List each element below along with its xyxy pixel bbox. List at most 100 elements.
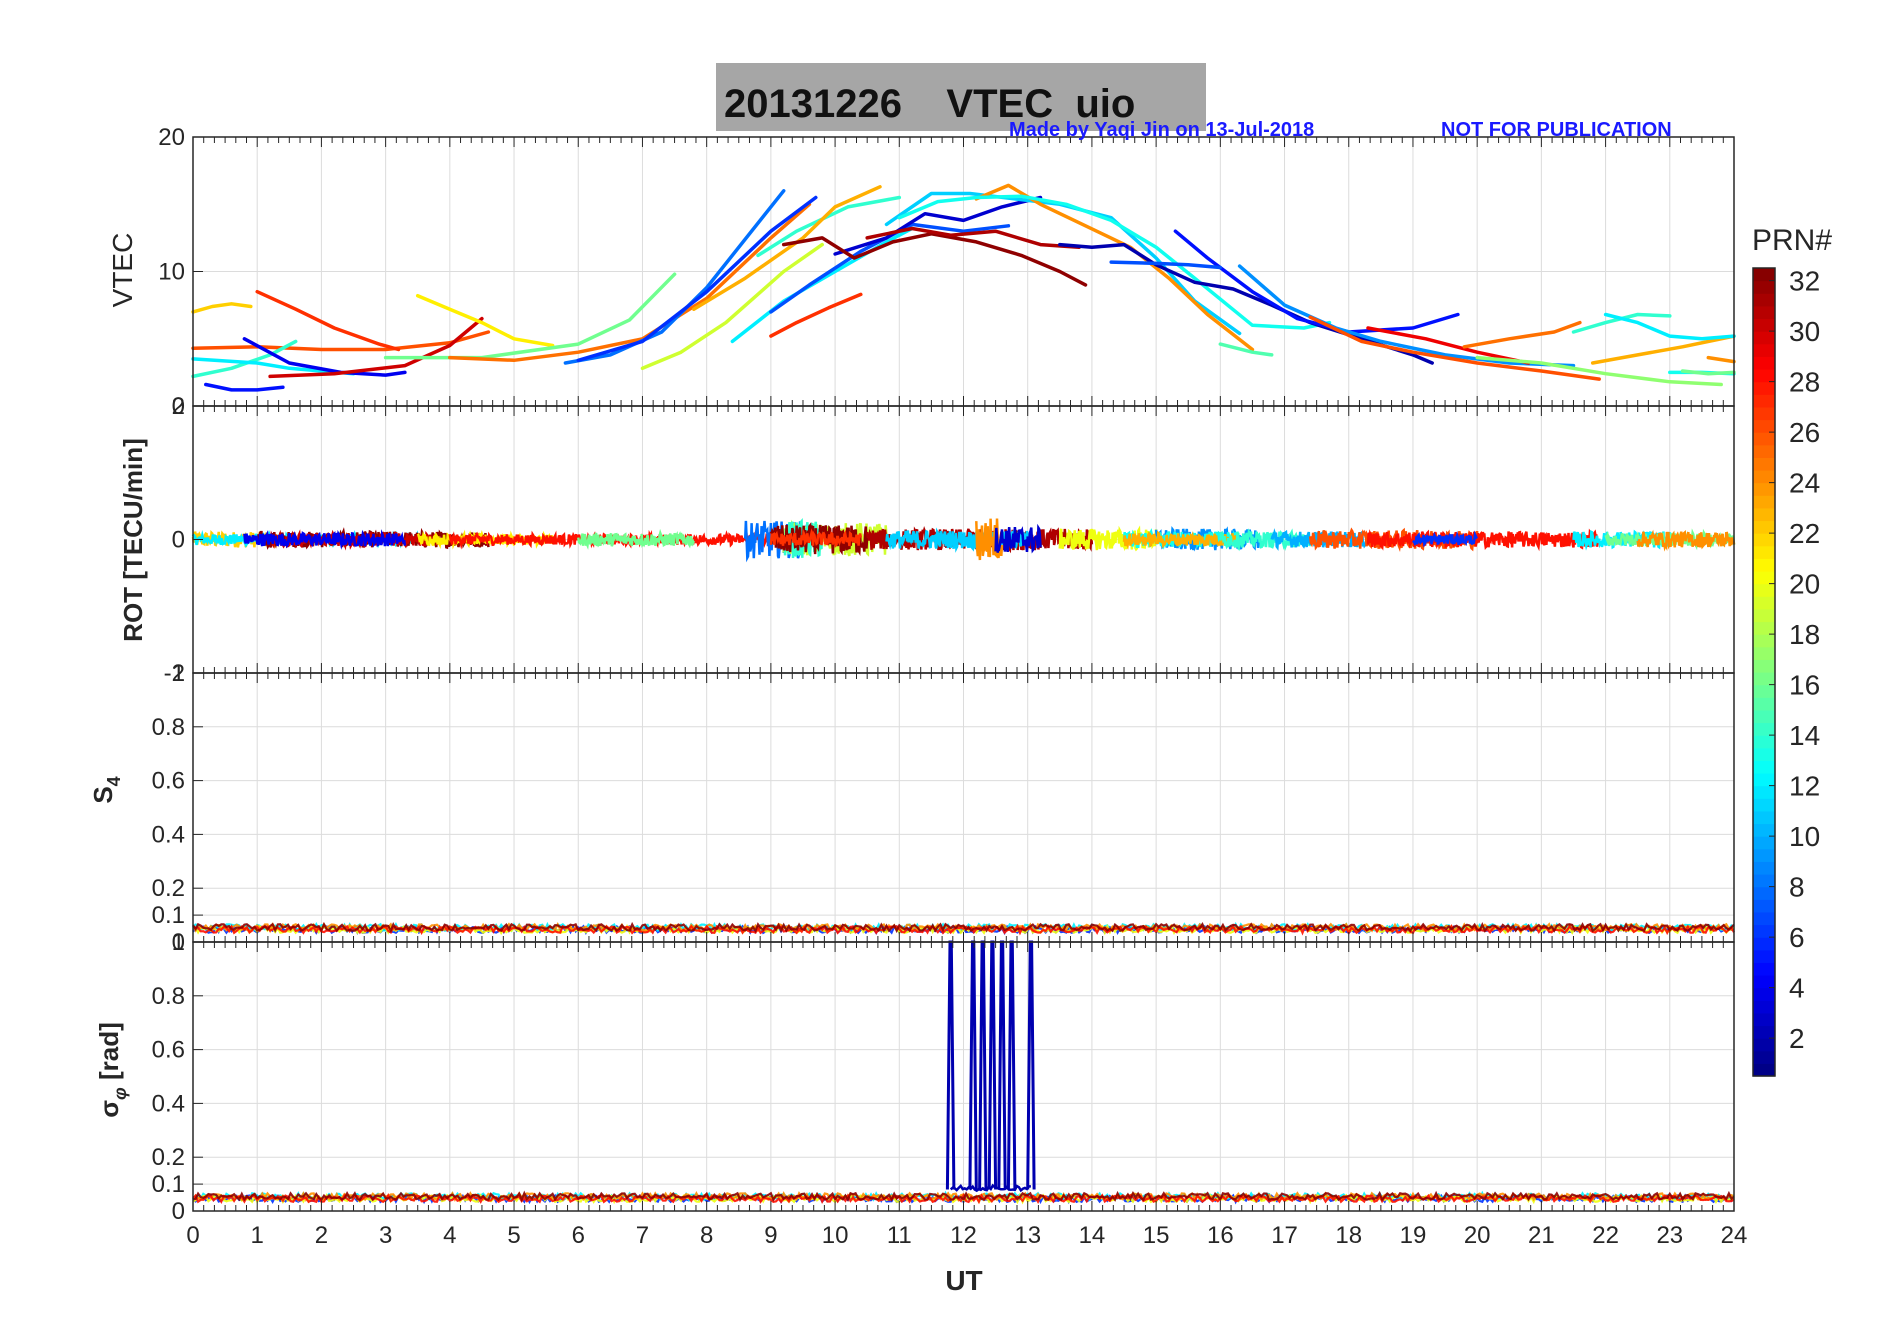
colorbar-swatch <box>1753 646 1775 660</box>
xtick-label: 22 <box>1592 1222 1619 1249</box>
colorbar-frame <box>1752 267 1776 1077</box>
vtec-series-prn-23 <box>692 185 882 311</box>
sigma_phi-ytick-label: 0.2 <box>152 1144 185 1171</box>
colorbar-swatch <box>1753 495 1775 509</box>
xtick-label: 3 <box>379 1222 392 1249</box>
colorbar-swatch <box>1753 596 1775 610</box>
vtec-series-prn-12 <box>1603 312 1736 341</box>
xtick-label: 8 <box>700 1222 713 1249</box>
colorbar-swatch <box>1753 987 1775 1001</box>
rot-ylabel: ROT [TECU/min] <box>118 438 148 642</box>
x-axis-label: UT <box>945 1265 982 1296</box>
colorbar-swatch <box>1753 735 1775 749</box>
sigma-spike-prn-2 <box>997 940 1007 1190</box>
notice-text: NOT FOR PUBLICATION <box>1441 119 1672 141</box>
xtick-label: 14 <box>1079 1222 1106 1249</box>
colorbar-swatch <box>1753 571 1775 585</box>
s4-ytick-label: 0.4 <box>152 821 185 848</box>
xtick-label: 11 <box>887 1222 912 1249</box>
colorbar-swatch <box>1753 836 1775 850</box>
rot-series-prn-27 <box>769 528 863 548</box>
xtick-label: 19 <box>1400 1222 1427 1249</box>
colorbar-tick-label: 26 <box>1789 417 1820 448</box>
vtec-series-prn-25 <box>1462 320 1582 349</box>
s4-ytick-label: 0.8 <box>152 714 185 741</box>
colorbar-swatch <box>1753 343 1775 357</box>
colorbar-tick-label: 12 <box>1789 771 1820 802</box>
rot-series-prn-24 <box>1636 529 1736 552</box>
xtick-label: 12 <box>950 1222 977 1249</box>
colorbar-swatch <box>1753 684 1775 698</box>
colorbar-tick-label: 32 <box>1789 266 1820 297</box>
vtec-series-prn-27 <box>769 292 863 338</box>
s4-ytick-label: 0.1 <box>152 902 185 929</box>
colorbar-swatch <box>1753 305 1775 320</box>
sigma-spike-prn-2 <box>945 940 956 1190</box>
colorbar-tick-label: 6 <box>1789 922 1805 953</box>
colorbar-swatch <box>1753 432 1775 446</box>
colorbar-tick-label: 18 <box>1789 619 1820 650</box>
colorbar-swatch <box>1753 874 1775 888</box>
colorbar-swatch <box>1753 406 1775 421</box>
vtec-series-prn-30 <box>268 316 484 379</box>
vtec-series-prn-23 <box>1590 334 1736 365</box>
sigma_phi-ytick-label: 0.6 <box>152 1037 185 1064</box>
colorbar-tick-label: 30 <box>1789 316 1820 347</box>
rot-series-prn-16 <box>577 528 695 550</box>
colorbar-tick-label: 16 <box>1789 670 1820 701</box>
colorbar-swatch <box>1753 507 1775 522</box>
vtec-series-prn-24 <box>1706 355 1736 364</box>
vtec-series-prn-9 <box>1237 264 1576 368</box>
colorbar-label: PRN# <box>1752 224 1832 257</box>
colorbar-swatch <box>1753 975 1775 989</box>
colorbar-swatch <box>1753 268 1775 282</box>
colorbar-swatch <box>1753 672 1775 686</box>
rot-series-prn-23 <box>1122 530 1240 550</box>
colorbar-swatch <box>1753 280 1775 294</box>
rot-ytick-label: -2 <box>164 660 185 687</box>
colorbar-tick-label: 14 <box>1789 720 1820 751</box>
xtick-label: 7 <box>636 1222 649 1249</box>
colorbar-swatch <box>1753 899 1775 913</box>
colorbar-swatch <box>1753 381 1775 395</box>
sigma-ylabel: σφ [rad] <box>94 1022 130 1117</box>
vtec-series-prn-5 <box>1173 229 1460 334</box>
colorbar-swatch <box>1753 861 1775 875</box>
sigma-spike-prn-2 <box>1006 940 1017 1190</box>
vtec-series-prn-8 <box>563 189 786 365</box>
rot-series-prn-6 <box>1412 530 1479 548</box>
xtick-label: 23 <box>1656 1222 1683 1249</box>
s4-ytick-label: 0.6 <box>152 768 185 795</box>
colorbar-swatch <box>1753 1012 1775 1027</box>
colorbar-swatch <box>1753 621 1775 635</box>
xtick-label: 18 <box>1335 1222 1362 1249</box>
colorbar-tick-label: 20 <box>1789 569 1820 600</box>
colorbar-swatch <box>1753 1000 1775 1014</box>
colorbar-swatch <box>1753 356 1775 370</box>
vtec-series-prn-26 <box>1308 315 1601 381</box>
sigma_phi-ytick-label: 0.8 <box>152 983 185 1010</box>
vtec-ytick-label: 0 <box>172 393 185 420</box>
colorbar-swatch <box>1753 798 1775 812</box>
vtec-series-prn-21 <box>415 293 555 348</box>
rot-ytick-label: 2 <box>172 393 185 420</box>
xtick-label: 0 <box>186 1222 199 1249</box>
colorbar-swatch <box>1753 722 1775 736</box>
s4-ytick-label: 0 <box>172 929 185 956</box>
colorbar-swatch <box>1753 444 1775 458</box>
colorbar-swatch <box>1753 394 1775 408</box>
colorbar-tick-label: 10 <box>1789 821 1820 852</box>
rot-series-prn-28 <box>1366 528 1601 552</box>
vtec-ytick-label: 20 <box>158 124 185 151</box>
sigma-spike-prn-2 <box>968 940 978 1190</box>
colorbar-swatch <box>1753 924 1775 938</box>
colorbar-swatch <box>1753 911 1775 926</box>
rot-series-prn-11 <box>885 527 1029 553</box>
sigma_phi-series-prn-28 <box>192 1192 1735 1205</box>
colorbar-swatch <box>1753 369 1775 383</box>
vtec-ylabel: VTEC <box>107 233 138 308</box>
vtec-series-prn-24 <box>974 183 1255 352</box>
colorbar-swatch <box>1753 1050 1775 1064</box>
xtick-label: 4 <box>443 1222 456 1249</box>
